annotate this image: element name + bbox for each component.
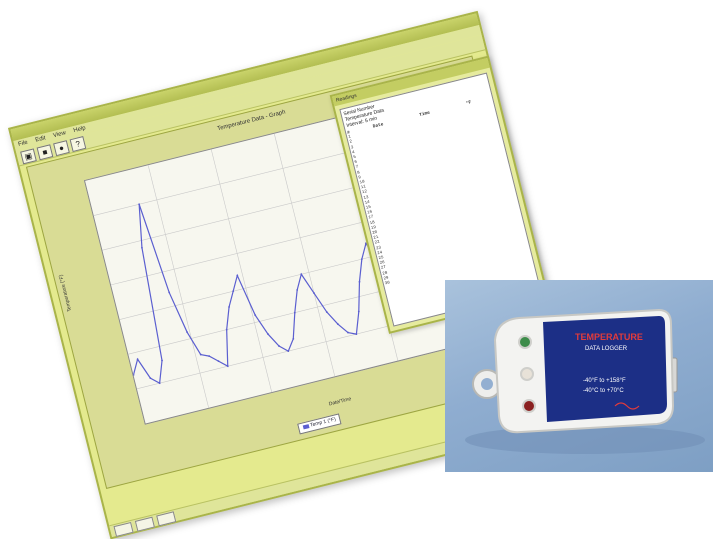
data-point xyxy=(136,358,139,361)
legend-swatch xyxy=(302,423,310,430)
white-led-icon xyxy=(520,367,534,381)
data-point xyxy=(132,374,135,376)
data-point xyxy=(168,291,171,294)
data-point xyxy=(357,310,360,313)
device-label-line1: TEMPERATURE xyxy=(575,332,643,342)
brand-logo-icon xyxy=(614,402,640,410)
data-point xyxy=(208,355,211,358)
data-logger-photo: TEMPERATURE DATA LOGGER -40°F to +158°F … xyxy=(445,280,713,472)
grid-line xyxy=(147,165,209,408)
status-cell xyxy=(156,511,177,527)
legend-label: Temp 1 (°F) xyxy=(309,416,337,429)
data-point xyxy=(358,280,361,283)
data-point xyxy=(336,323,339,325)
chart-legend: Temp 1 (°F) xyxy=(297,413,343,435)
data-point xyxy=(254,314,257,317)
data-point xyxy=(292,337,295,340)
data-point xyxy=(232,290,235,293)
device-range-line1: -40°F to +158°F xyxy=(583,378,626,384)
data-point xyxy=(161,359,163,362)
data-point xyxy=(355,333,358,336)
data-point xyxy=(138,203,141,206)
help-icon[interactable]: ? xyxy=(69,136,87,153)
y-axis-label: Temperature (°F) xyxy=(58,273,74,313)
data-point xyxy=(347,331,349,334)
data-point xyxy=(186,331,189,334)
data-point xyxy=(217,360,220,363)
data-point xyxy=(141,246,143,249)
info-icon[interactable]: ● xyxy=(53,140,70,157)
data-point xyxy=(287,350,290,353)
data-point xyxy=(293,311,296,314)
grid-line xyxy=(210,149,273,393)
data-logger-illustration: TEMPERATURE DATA LOGGER -40°F to +158°F … xyxy=(465,308,705,454)
data-point xyxy=(313,292,315,295)
device-range-line2: -40°C to +70°C xyxy=(583,388,624,394)
data-point xyxy=(278,345,280,347)
device-label-line2: DATA LOGGER xyxy=(585,346,628,352)
data-point xyxy=(149,377,152,380)
data-point xyxy=(236,274,239,277)
data-point xyxy=(199,353,202,356)
status-cell xyxy=(113,521,134,537)
red-led-icon xyxy=(522,399,536,413)
data-point xyxy=(228,306,230,308)
data-point xyxy=(226,365,229,368)
data-point xyxy=(267,333,269,335)
status-cell xyxy=(134,516,155,532)
open-icon[interactable]: ▣ xyxy=(20,148,37,165)
data-point xyxy=(300,273,303,276)
green-led-icon xyxy=(518,335,532,349)
data-point xyxy=(325,311,328,313)
data-point xyxy=(225,328,228,331)
data-point xyxy=(158,382,161,385)
grid-line xyxy=(274,133,336,377)
data-point xyxy=(360,258,363,261)
readings-table: # Date Time °F 1 2 3 4 5 6 7 8 9 10 11 12 13 14 15 16 17… xyxy=(346,95,531,288)
save-icon[interactable]: ■ xyxy=(36,144,54,161)
data-point xyxy=(296,289,299,291)
